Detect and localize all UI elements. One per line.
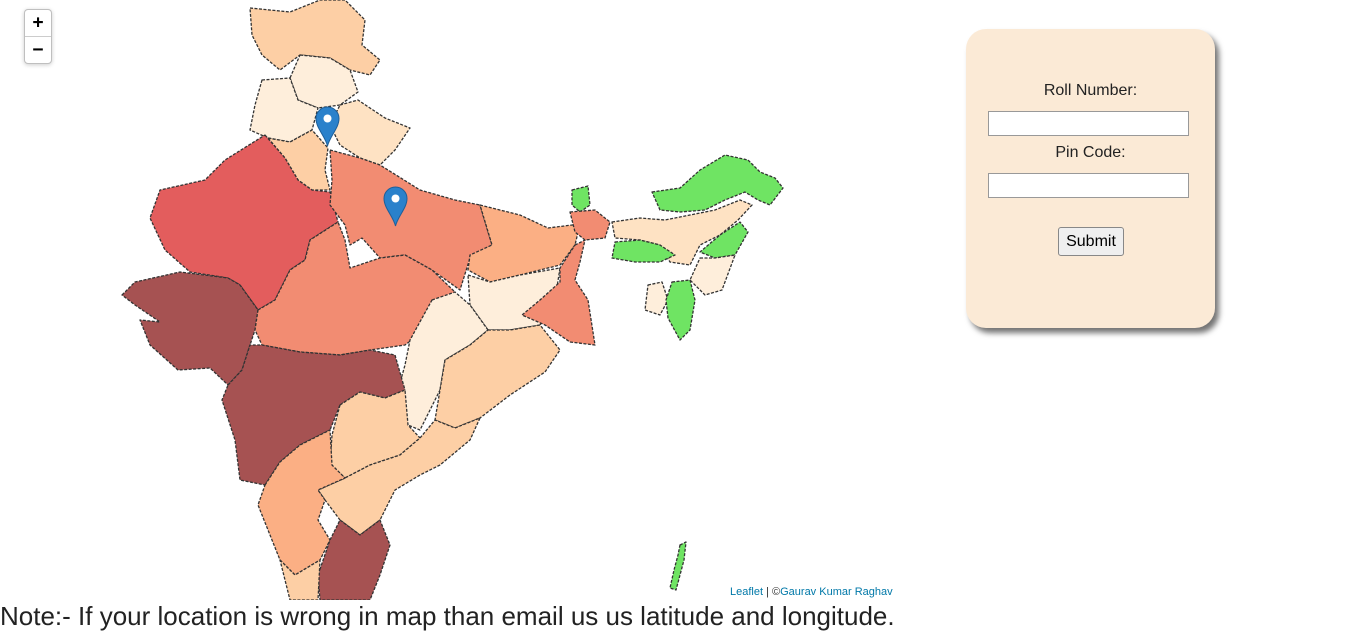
map-attribution: Leaflet | ©Gaurav Kumar Raghav [728,586,895,598]
author-link[interactable]: Gaurav Kumar Raghav [780,586,893,598]
roll-number-input[interactable] [988,111,1189,136]
state-north-bengal[interactable] [569,209,611,241]
leaflet-link[interactable]: Leaflet [730,586,764,598]
state-karnataka[interactable] [257,429,346,576]
state-arunachal[interactable] [651,154,784,213]
submit-button[interactable]: Submit [1058,227,1124,256]
state-madhya-pradesh[interactable] [254,221,456,356]
state-tamil-nadu[interactable] [317,519,391,600]
state-choropleth [121,0,784,600]
location-marker-icon[interactable] [315,106,340,147]
pin-code-label: Pin Code: [1055,144,1126,161]
roll-number-label: Roll Number: [1043,82,1138,99]
state-jammu-kashmir[interactable] [249,0,381,76]
state-mizoram[interactable] [665,279,696,341]
state-uttar-pradesh[interactable] [329,149,493,291]
pin-code-input[interactable] [988,173,1189,198]
location-note: Note:- If your location is wrong in map … [0,601,895,631]
state-manipur[interactable] [689,254,736,296]
state-uttarakhand[interactable] [329,99,411,166]
location-marker-icon[interactable] [383,186,408,227]
state-tripura[interactable] [644,281,669,316]
state-andhra-pradesh[interactable] [317,417,481,536]
state-kerala[interactable] [279,559,321,600]
attribution-separator: | © [763,586,781,598]
state-bihar[interactable] [467,204,581,283]
location-form-panel: Roll Number: Pin Code: Submit [966,29,1215,328]
zoom-in-button[interactable]: + [25,10,51,37]
zoom-control: + − [24,9,52,64]
andaman-islands[interactable] [669,541,687,591]
india-map[interactable]: + − Leaflet | ©Gaurav Kumar Raghav [0,0,900,600]
state-maharashtra[interactable] [221,344,406,486]
state-meghalaya[interactable] [611,239,676,263]
state-assam[interactable] [611,199,753,266]
state-rajasthan[interactable] [149,134,339,311]
state-sikkim[interactable] [571,185,591,213]
zoom-out-button[interactable]: − [32,39,44,60]
state-west-bengal[interactable] [521,239,596,346]
state-gujarat[interactable] [121,271,259,386]
